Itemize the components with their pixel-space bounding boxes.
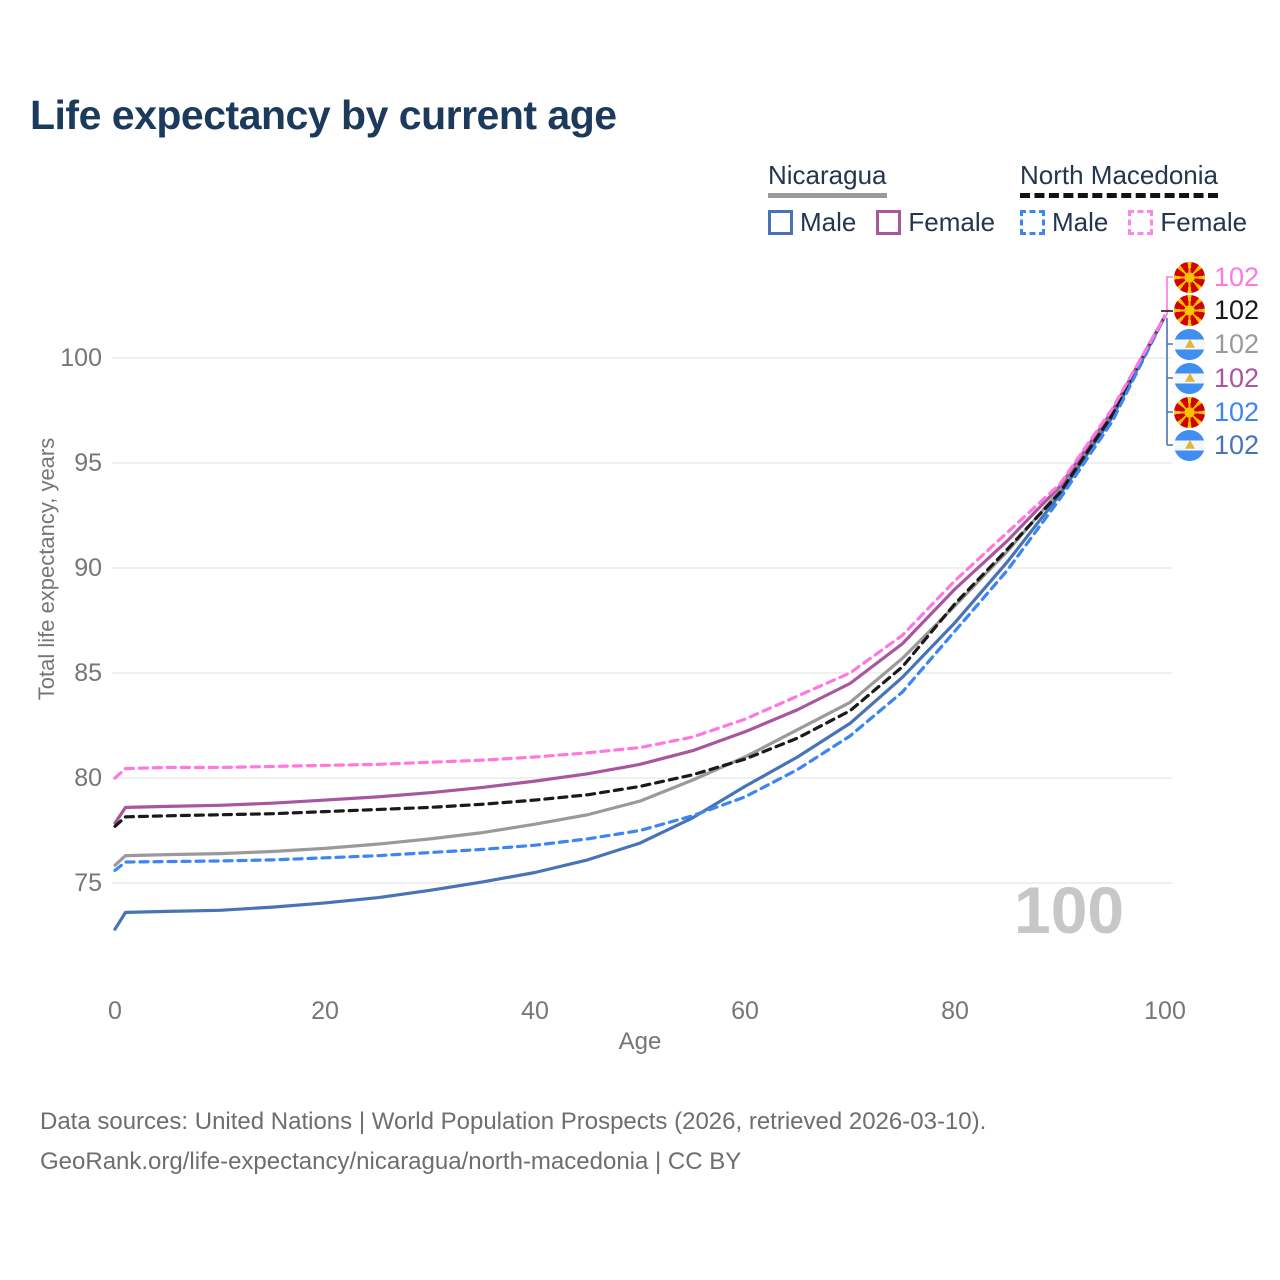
end-label-nicaragua-female: 102	[1174, 362, 1259, 394]
legend-country-north-macedonia: North Macedonia	[1020, 161, 1218, 198]
legend-label-north-macedonia-female: Female	[1160, 206, 1248, 237]
end-label-value: 102	[1214, 430, 1260, 460]
legend-items-north-macedonia: Male Female	[1020, 207, 1247, 238]
y-tick-label: 90	[74, 554, 102, 582]
x-tick-label: 0	[108, 997, 122, 1025]
x-tick-label: 20	[311, 997, 339, 1025]
age-watermark: 100	[1014, 873, 1125, 947]
data-sources-note: Data sources: United Nations | World Pop…	[40, 1108, 987, 1135]
north-macedonia-flag-icon	[1174, 396, 1205, 428]
x-tick-label: 100	[1144, 997, 1186, 1025]
end-label-value: 102	[1214, 363, 1260, 393]
end-label-nicaragua-both: 102	[1174, 328, 1259, 360]
series-line-nicaragua-male	[113, 314, 1167, 931]
legend-item-nicaragua-female[interactable]: Female	[876, 207, 995, 238]
nicaragua-female-swatch-icon	[876, 209, 902, 235]
end-label-nicaragua-male: 102	[1174, 429, 1259, 461]
x-tick-label: 80	[941, 997, 969, 1025]
end-label-value: 102	[1214, 295, 1260, 325]
series-line-nicaragua-female	[113, 314, 1167, 825]
y-tick-label: 80	[74, 764, 102, 792]
end-label-value: 102	[1214, 262, 1260, 292]
legend-items-nicaragua: Male Female	[768, 207, 995, 238]
north-macedonia-female-swatch-icon	[1128, 209, 1154, 235]
nicaragua-flag-icon	[1174, 328, 1205, 360]
y-tick-label: 75	[74, 869, 102, 897]
legend-item-north-macedonia-male[interactable]: Male	[1020, 207, 1108, 238]
nicaragua-emblem-icon	[1184, 338, 1195, 348]
series-line-north-macedonia-male	[113, 314, 1167, 873]
nicaragua-flag-icon	[1174, 429, 1205, 461]
end-label-north-macedonia-male: 102	[1174, 396, 1259, 428]
end-label-value: 102	[1214, 329, 1260, 359]
nicaragua-male-swatch-icon	[768, 209, 793, 235]
end-label-north-macedonia-female: 102	[1174, 261, 1259, 293]
attribution-note: GeoRank.org/life-expectancy/nicaragua/no…	[40, 1148, 742, 1175]
legend-label-nicaragua-male: Male	[800, 206, 857, 237]
north-macedonia-male-swatch-icon	[1020, 209, 1045, 235]
nicaragua-emblem-icon	[1184, 439, 1195, 449]
north-macedonia-flag-icon	[1174, 294, 1205, 326]
legend-group-north-macedonia: North Macedonia Male Female	[1020, 161, 1247, 238]
legend-label-nicaragua-female: Female	[908, 206, 996, 237]
end-label-value: 102	[1214, 397, 1260, 427]
legend-country-nicaragua: Nicaragua	[768, 161, 887, 198]
north-macedonia-flag-icon	[1174, 261, 1205, 293]
legend-item-nicaragua-male[interactable]: Male	[768, 207, 856, 238]
nicaragua-emblem-icon	[1184, 372, 1195, 382]
series-line-nicaragua-both-sexes	[113, 314, 1167, 867]
end-label-north-macedonia-both: 102	[1174, 294, 1259, 326]
page-title: Life expectancy by current age	[30, 92, 617, 138]
legend-item-north-macedonia-female[interactable]: Female	[1128, 207, 1247, 238]
x-tick-label: 60	[731, 997, 759, 1025]
x-tick-label: 40	[521, 997, 549, 1025]
x-axis-title: Age	[618, 1028, 662, 1055]
nicaragua-flag-icon	[1174, 362, 1205, 394]
series-line-north-macedonia-both-sexes	[113, 314, 1167, 828]
legend-group-nicaragua: Nicaragua Male Female	[768, 161, 995, 238]
y-tick-label: 100	[60, 344, 102, 372]
legend-label-north-macedonia-male: Male	[1052, 206, 1109, 237]
y-tick-label: 85	[74, 659, 102, 687]
series-line-north-macedonia-female	[113, 314, 1167, 780]
y-tick-label: 95	[74, 449, 102, 477]
